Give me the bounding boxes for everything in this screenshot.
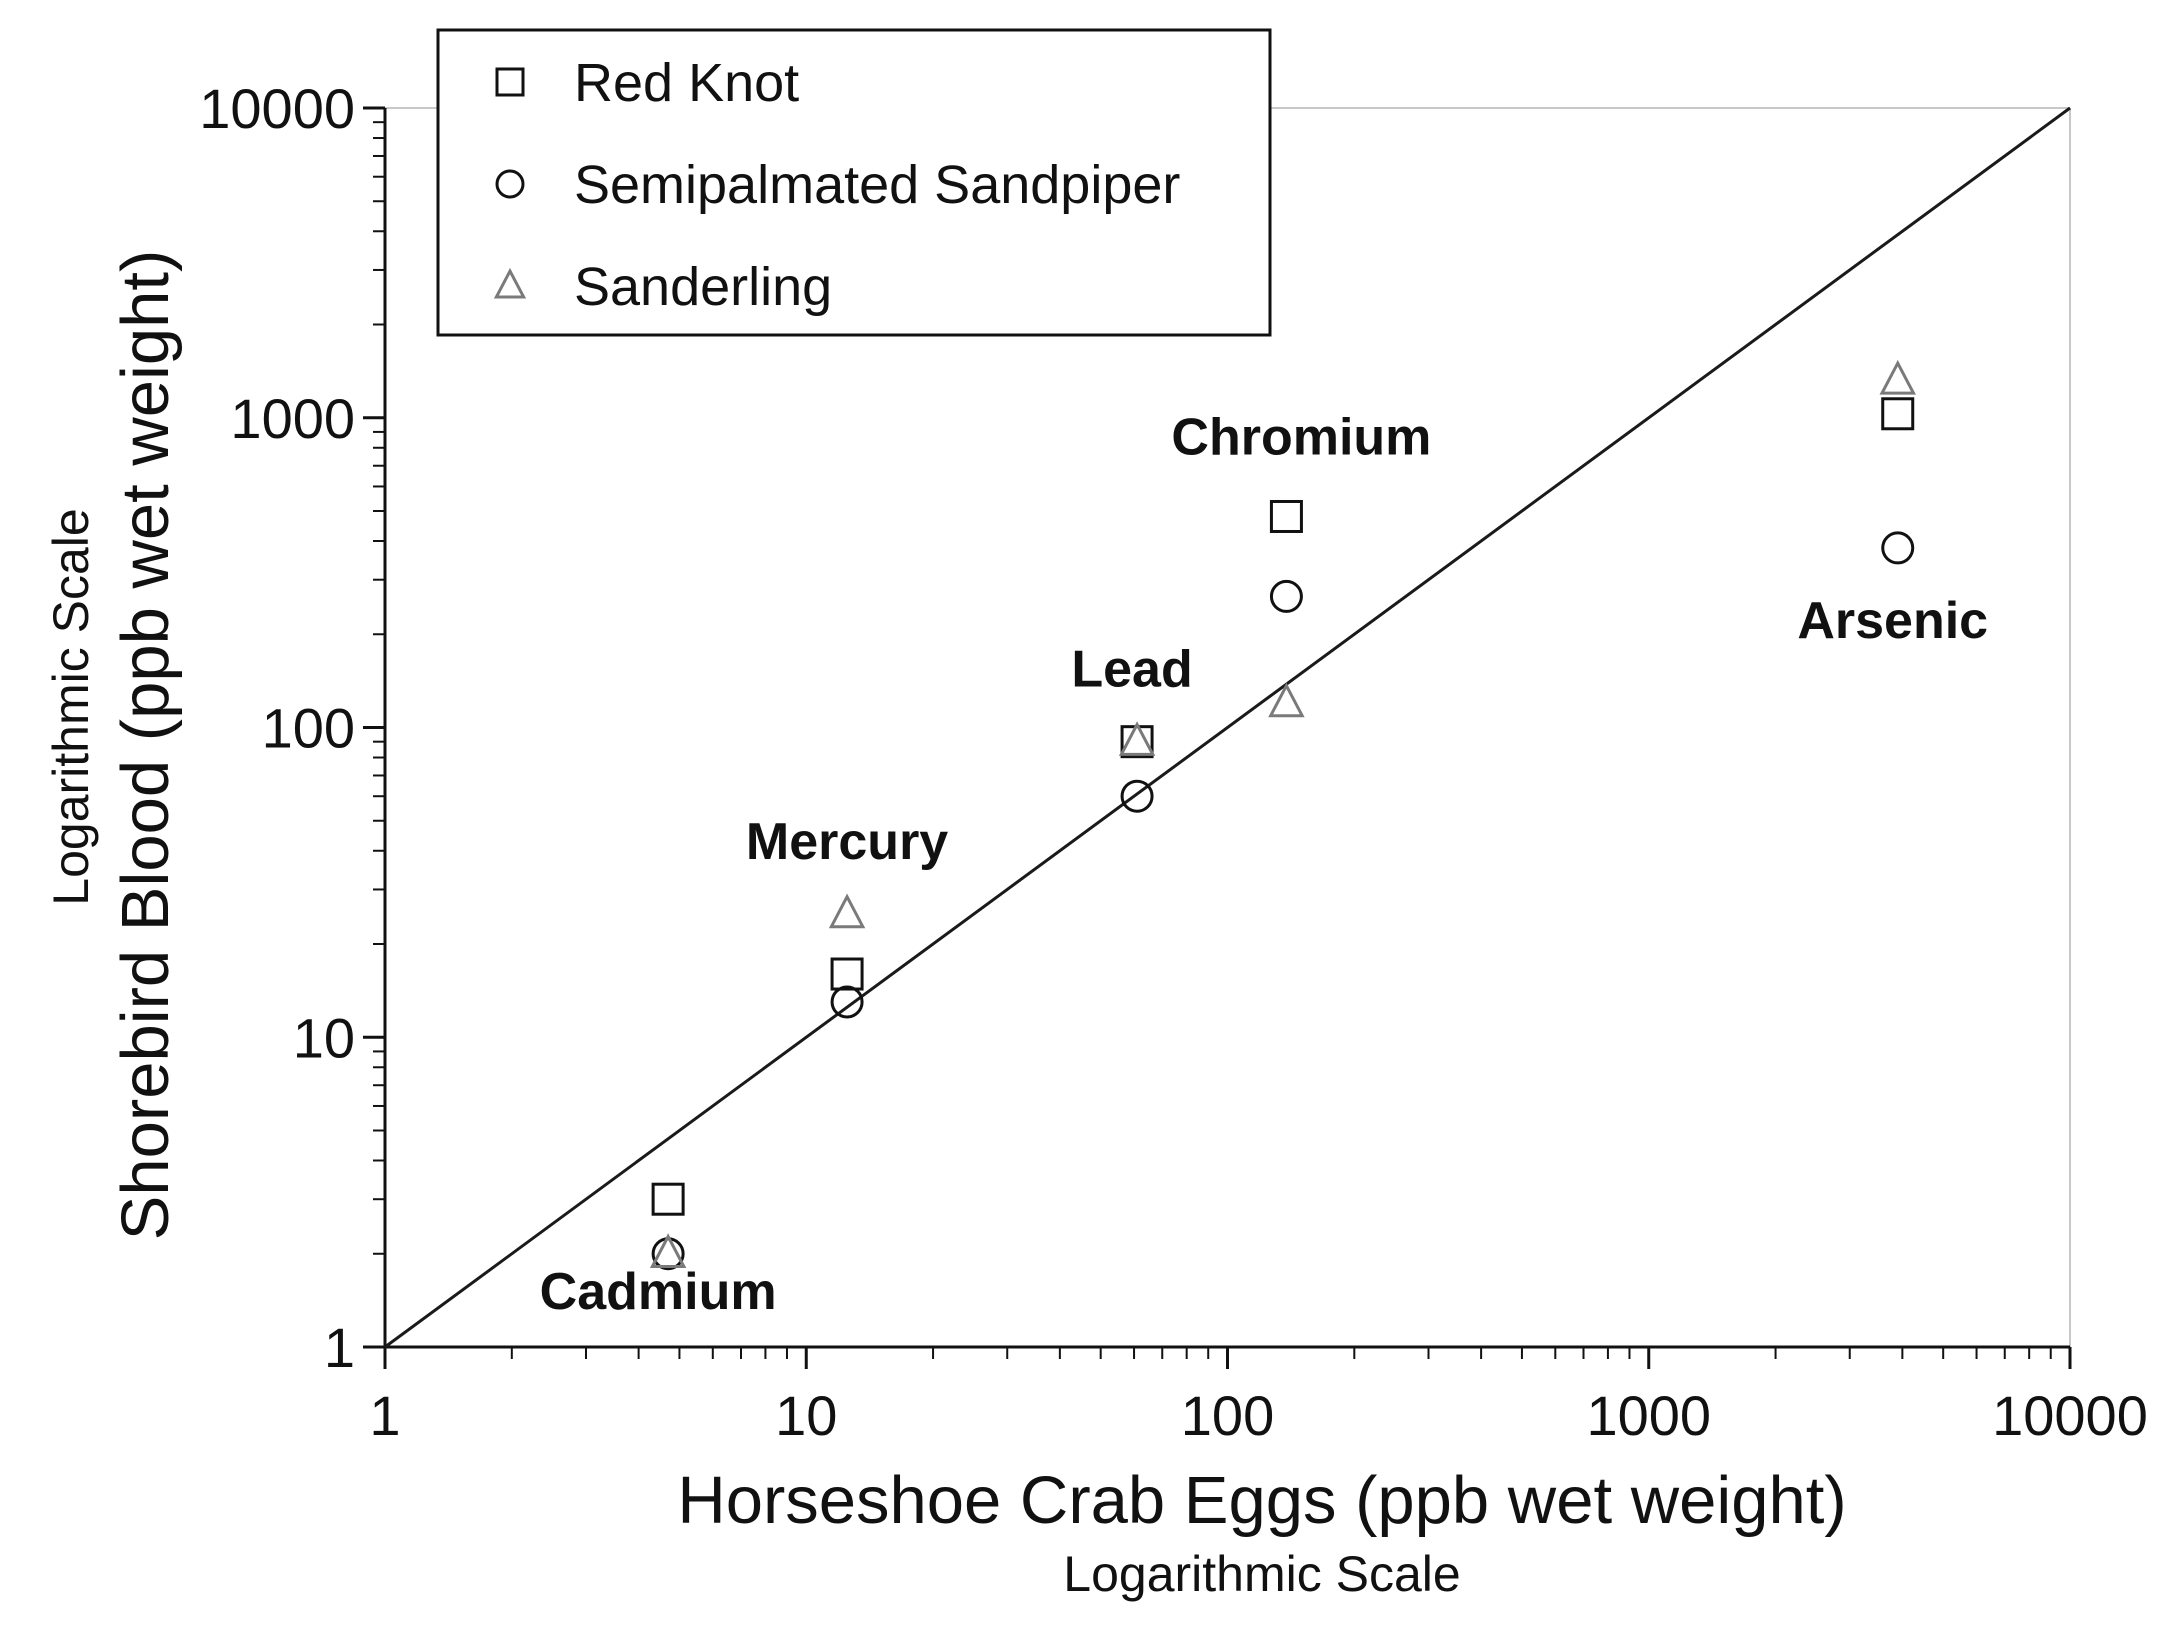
red-knot-point-mercury: [830, 957, 864, 991]
semipalmated-sandpiper-point-lead: [1120, 779, 1154, 813]
annotation-lead: Lead: [1071, 641, 1192, 699]
legend-marker-semipalmated-sandpiper: [495, 169, 525, 199]
annotation-cadmium: Cadmium: [540, 1263, 777, 1321]
data-points: [649, 359, 1916, 1271]
x-tick-label: 10000: [1992, 1384, 2148, 1447]
red-knot-point-chromium: [1269, 499, 1303, 533]
x-tick-label: 1: [369, 1384, 400, 1447]
x-tick-label: 1000: [1586, 1384, 1711, 1447]
x-axis-scale-note: Logarithmic Scale: [1063, 1546, 1460, 1602]
semipalmated-sandpiper-point-mercury: [830, 985, 864, 1019]
legend-marker-red-knot: [495, 67, 525, 97]
legend-label-sanderling: Sanderling: [574, 257, 832, 317]
legend-marker-sanderling: [493, 267, 527, 299]
semipalmated-sandpiper-point-arsenic: [1881, 531, 1915, 565]
element-annotations: Cadmium Mercury Lead Chromium Arsenic: [540, 408, 1988, 1320]
y-axis-scale-note: Logarithmic Scale: [43, 508, 99, 905]
legend-items: Red Knot Semipalmated Sandpiper Sanderling: [493, 53, 1180, 317]
semipalmated-sandpiper-point-chromium: [1269, 579, 1303, 613]
sanderling-point-chromium: [1268, 682, 1305, 718]
legend-label-semipalmated-sandpiper: Semipalmated Sandpiper: [574, 155, 1180, 215]
y-tick-label: 10: [293, 1006, 355, 1069]
legend-label-red-knot: Red Knot: [574, 53, 799, 113]
red-knot-point-arsenic: [1881, 397, 1915, 431]
sanderling-point-mercury: [828, 893, 866, 929]
reference-line-layer: [384, 106, 2071, 1349]
x-tick-label: 100: [1181, 1384, 1274, 1447]
red-knot-point-cadmium: [651, 1182, 685, 1216]
legend: Red Knot Semipalmated Sandpiper Sanderling: [436, 28, 1272, 337]
annotation-arsenic: Arsenic: [1797, 592, 1988, 650]
reference-line-y-equals-x: [384, 106, 2071, 1349]
y-tick-label: 1: [324, 1316, 355, 1379]
y-axis-title: Shorebird Blood (ppb wet weight): [108, 250, 183, 1241]
annotation-chromium: Chromium: [1171, 408, 1431, 466]
y-tick-label: 100: [262, 697, 355, 760]
annotation-mercury: Mercury: [746, 813, 948, 871]
x-tick-label: 10: [775, 1384, 837, 1447]
sanderling-point-lead: [1118, 721, 1156, 756]
axis-ticks: 1 10 100 1000 10000 1 10 100 1000 10000: [199, 77, 2148, 1447]
sanderling-point-arsenic: [1879, 359, 1916, 395]
sanderling-point-cadmium: [649, 1233, 687, 1269]
x-axis-title: Horseshoe Crab Eggs (ppb wet weight): [677, 1463, 1846, 1538]
y-tick-label: 1000: [230, 387, 355, 450]
legend-box: [436, 28, 1272, 337]
y-tick-label: 10000: [199, 77, 355, 140]
